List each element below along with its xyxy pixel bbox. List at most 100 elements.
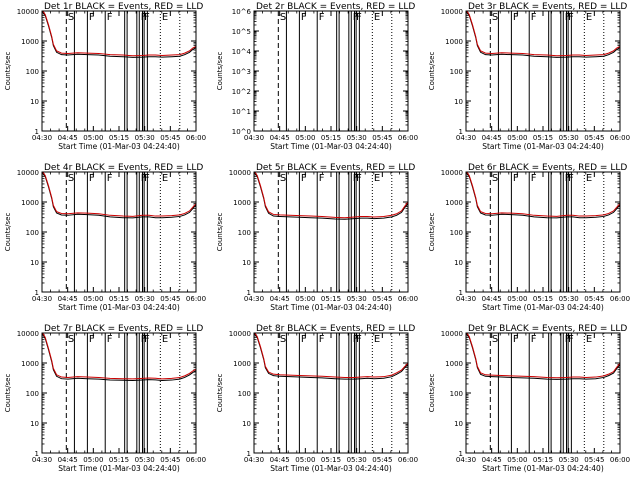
panel-title: Det 6r BLACK = Events, RED = LLD <box>468 163 627 173</box>
lld-series-line <box>466 11 620 57</box>
y-tick-label: 10000 <box>229 330 251 338</box>
x-axis-label: Start Time (01-Mar-03 04:24:40) <box>58 303 180 312</box>
event-marker-label: E <box>374 334 380 345</box>
event-marker-label: F <box>107 334 113 345</box>
x-tick-label: 04:45 <box>482 456 502 464</box>
event-marker-label: F <box>356 12 362 23</box>
x-tick-label: 05:30 <box>347 295 367 303</box>
y-tick-label: 10 <box>30 98 39 106</box>
lld-series-line <box>254 333 408 379</box>
y-tick-label: 10000 <box>17 169 39 177</box>
lld-series-line <box>42 172 196 217</box>
y-tick-label: 10^0 <box>232 128 251 136</box>
event-marker-label: F <box>107 12 113 23</box>
plot-frame <box>253 171 409 293</box>
event-marker-label: S <box>492 173 498 184</box>
detector-panel-3: Det 3r BLACK = Events, RED = LLD Counts/s… <box>428 2 630 151</box>
y-tick-label: 1000 <box>21 360 39 368</box>
y-tick-label: 100 <box>450 390 463 398</box>
x-tick-label: 05:00 <box>507 134 527 142</box>
detector-panel-6: Det 6r BLACK = Events, RED = LLD Counts/s… <box>428 163 630 312</box>
x-tick-label: 05:15 <box>321 134 341 142</box>
detector-panel-8: Det 8r BLACK = Events, RED = LLD Counts/s… <box>216 324 418 473</box>
x-axis-label: Start Time (01-Mar-03 04:24:40) <box>482 142 604 151</box>
event-marker-label: F <box>568 173 574 184</box>
events-series-line <box>254 333 408 380</box>
event-marker-label: F <box>565 334 571 345</box>
y-tick-label: 10^6 <box>232 8 252 16</box>
event-marker-label: F <box>513 334 519 345</box>
y-axis-label: Counts/sec <box>216 374 224 413</box>
event-marker-label: S <box>492 12 498 23</box>
panel-title: Det 7r BLACK = Events, RED = LLD <box>44 324 203 334</box>
events-series-line <box>466 333 620 380</box>
y-tick-label: 100 <box>450 68 463 76</box>
y-tick-label: 1 <box>459 450 463 458</box>
x-tick-label: 04:30 <box>456 134 476 142</box>
x-tick-label: 05:30 <box>559 295 579 303</box>
detector-panel-7: Det 7r BLACK = Events, RED = LLD Counts/s… <box>4 324 206 473</box>
event-marker-label: F <box>531 12 537 23</box>
lld-series-line <box>42 11 196 57</box>
x-tick-label: 04:45 <box>270 295 290 303</box>
panel-title: Det 8r BLACK = Events, RED = LLD <box>256 324 415 334</box>
x-tick-label: 05:30 <box>135 456 155 464</box>
event-marker-label: F <box>565 173 571 184</box>
event-marker-label: F <box>301 12 307 23</box>
x-tick-label: 04:45 <box>482 295 502 303</box>
event-marker-label: F <box>107 173 113 184</box>
plot-frame <box>465 332 621 454</box>
y-axis-label: Counts/sec <box>428 52 436 91</box>
y-tick-label: 10000 <box>17 330 39 338</box>
x-tick-label: 05:00 <box>295 134 315 142</box>
event-marker-label: E <box>586 12 592 23</box>
x-tick-label: 05:30 <box>347 134 367 142</box>
event-marker-label: F <box>301 173 307 184</box>
x-tick-label: 04:45 <box>58 456 78 464</box>
y-tick-label: 1 <box>247 289 251 297</box>
x-tick-label: 05:30 <box>135 295 155 303</box>
event-marker-label: F <box>353 173 359 184</box>
y-tick-label: 100 <box>26 390 39 398</box>
x-tick-label: 05:45 <box>160 295 180 303</box>
x-tick-label: 05:15 <box>533 456 553 464</box>
y-tick-label: 10^1 <box>232 108 251 116</box>
plot-frame <box>253 10 409 132</box>
y-tick-label: 1 <box>459 289 463 297</box>
y-tick-label: 1 <box>459 128 463 136</box>
x-tick-label: 05:00 <box>83 134 103 142</box>
x-tick-label: 04:30 <box>244 295 264 303</box>
event-marker-label: F <box>513 12 519 23</box>
x-tick-label: 06:00 <box>398 456 418 464</box>
panel-data <box>466 172 620 292</box>
x-tick-label: 06:00 <box>610 456 630 464</box>
y-tick-label: 1000 <box>233 199 251 207</box>
x-tick-label: 05:30 <box>559 456 579 464</box>
plot-frame <box>41 171 197 293</box>
y-tick-label: 100 <box>238 390 251 398</box>
y-tick-label: 10 <box>30 259 39 267</box>
detector-panel-5: Det 5r BLACK = Events, RED = LLD Counts/s… <box>216 163 418 312</box>
panel-data <box>277 11 393 131</box>
event-marker-label: F <box>319 173 325 184</box>
y-tick-label: 10^5 <box>232 28 251 36</box>
event-marker-label: S <box>280 334 286 345</box>
event-marker-label: F <box>144 12 150 23</box>
x-tick-label: 04:30 <box>456 456 476 464</box>
event-marker-label: E <box>162 173 168 184</box>
x-tick-label: 05:45 <box>372 456 392 464</box>
event-marker-label: E <box>586 173 592 184</box>
x-axis-label: Start Time (01-Mar-03 04:24:40) <box>58 464 180 473</box>
panel-title: Det 2r BLACK = Events, RED = LLD <box>256 2 415 12</box>
events-series-line <box>466 11 620 58</box>
x-tick-label: 05:15 <box>109 295 129 303</box>
detector-panel-9: Det 9r BLACK = Events, RED = LLD Counts/s… <box>428 324 630 473</box>
event-marker-label: F <box>319 12 325 23</box>
event-marker-label: F <box>319 334 325 345</box>
events-series-line <box>42 11 196 58</box>
event-marker-label: F <box>89 334 95 345</box>
y-tick-label: 10 <box>454 98 463 106</box>
x-tick-label: 05:00 <box>295 295 315 303</box>
x-axis-label: Start Time (01-Mar-03 04:24:40) <box>58 142 180 151</box>
event-marker-label: E <box>162 334 168 345</box>
